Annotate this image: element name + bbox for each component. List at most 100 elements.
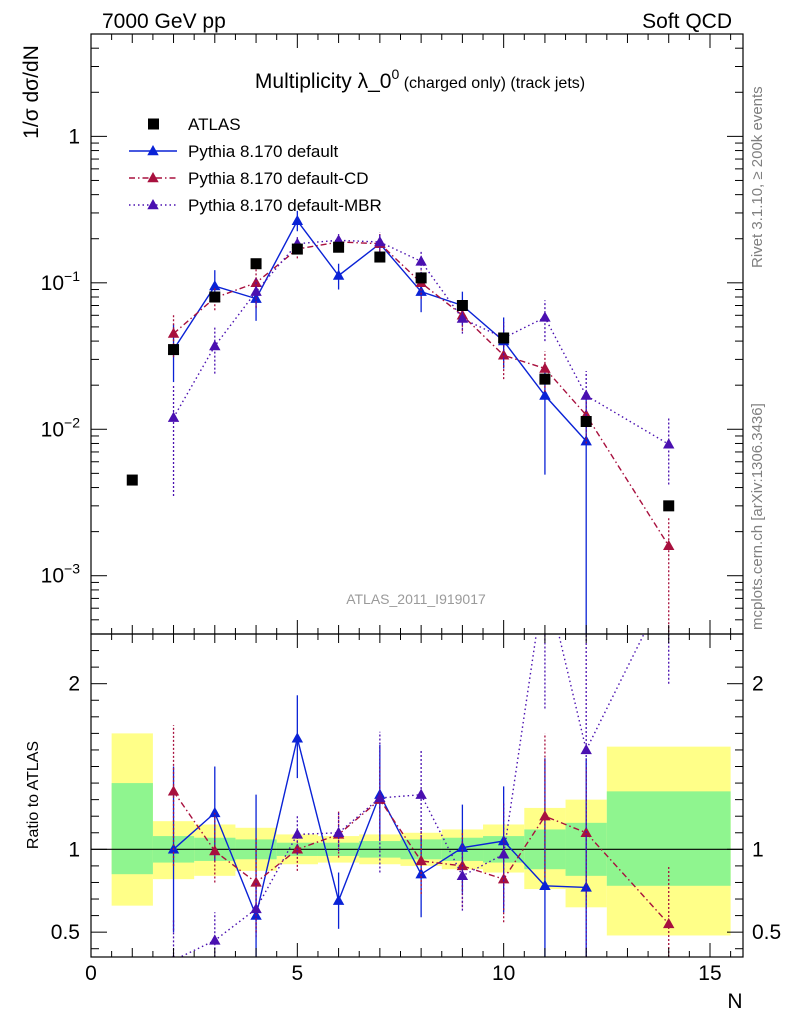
data-point-4: [291, 243, 303, 255]
series-line-cd: [173, 241, 670, 547]
data-point-8: [456, 300, 468, 312]
legend-label-mbr: Pythia 8.170 default-MBR: [188, 196, 382, 215]
marker-mbr-11: [663, 438, 675, 449]
ratio-plot-area: [91, 570, 743, 957]
ratio-marker-mbr-10: [580, 743, 592, 755]
marker-mbr-1: [209, 340, 221, 351]
marker-mbr-9: [539, 311, 551, 322]
data-point-12: [663, 500, 675, 512]
data-point-7: [415, 272, 427, 284]
ratio-marker-mbr-4: [332, 826, 345, 837]
ratio-marker-cd-6: [415, 854, 427, 866]
ratio-marker-mbr-9: [539, 570, 550, 580]
ratio-marker-mbr-8: [497, 848, 510, 859]
legend-label-default: Pythia 8.170 default: [188, 142, 339, 161]
data-point-9: [498, 332, 510, 344]
y-tick-label-2: 10−1: [41, 268, 81, 295]
marker-mbr-10: [580, 389, 592, 400]
ratio-marker-default-10: [580, 881, 592, 892]
legend-entry-mbr: Pythia 8.170 default-MBR: [129, 196, 382, 215]
distribution-panel: [90, 33, 744, 635]
ratio-marker-mbr-6: [415, 788, 427, 799]
legend-marker-mbr: [147, 199, 159, 210]
legend-entry-data: ATLAS: [148, 115, 241, 134]
ratio-marker-default-9: [539, 879, 551, 890]
marker-mbr-6: [415, 255, 427, 266]
ratio-line-cd: [172, 790, 670, 925]
data-point-6: [374, 251, 386, 263]
marker-default-10: [580, 435, 592, 446]
ratio-tick-label-right-2: 2: [752, 673, 764, 696]
marker-default-6: [415, 285, 427, 296]
marker-default-3: [291, 214, 304, 226]
legend-marker-default: [147, 145, 159, 156]
y-axis-label: 1/σ dσ/dN: [20, 45, 43, 139]
ratio-marker-mbr-3: [291, 828, 304, 839]
ratio-marker-mbr-1: [209, 934, 221, 945]
ratio-axis-label: Ratio to ATLAS: [25, 741, 42, 849]
ratio-marker-cd-1: [209, 844, 221, 856]
ratio-marker-default-3: [291, 732, 304, 743]
legend-entry-default: Pythia 8.170 default: [129, 142, 339, 161]
marker-mbr-0: [167, 411, 180, 422]
y-tick-label-3: 1: [68, 125, 80, 148]
marker-mbr-7: [456, 312, 469, 323]
axis-ticks: [90, 33, 743, 957]
data-point-5: [333, 241, 345, 253]
ratio-marker-cd-8: [497, 873, 510, 884]
ratio-marker-cd-9: [539, 810, 551, 821]
distribution-plot-area: [126, 210, 675, 634]
marker-default-4: [332, 269, 345, 280]
data-point-1: [168, 344, 180, 356]
data-point-3: [250, 258, 262, 270]
ratio-marker-default-1: [209, 806, 221, 818]
band-green-0: [111, 783, 153, 875]
mcplots-source-label: mcplots.cern.ch [arXiv:1306.3436]: [749, 403, 766, 630]
x-tick-label-2: 10: [492, 962, 515, 985]
analysis-id-watermark: ATLAS_2011_I919017: [346, 591, 486, 607]
band-green-12: [606, 791, 731, 886]
marker-cd-0: [167, 327, 180, 338]
marker-cd-11: [663, 539, 675, 551]
ratio-marker-mbr-2: [250, 902, 262, 914]
ratio-marker-cd-11: [663, 917, 675, 929]
x-tick-label-1: 5: [291, 962, 303, 985]
marker-cd-9: [539, 362, 551, 373]
marker-mbr-2: [250, 285, 262, 296]
legend-label-cd: Pythia 8.170 default-CD: [188, 169, 369, 188]
header-energy-label: 7000 GeV pp: [102, 10, 226, 33]
marker-default-9: [539, 389, 551, 400]
legend-marker-cd: [147, 172, 159, 183]
chart-title: Multiplicity λ_00 (charged only) (track …: [255, 66, 585, 93]
x-axis-label: N: [727, 990, 742, 1013]
header-category-label: Soft QCD: [642, 10, 732, 33]
ratio-marker-cd-2: [250, 876, 262, 887]
legend-label-data: ATLAS: [188, 115, 241, 134]
ratio-tick-label-right-1: 1: [752, 838, 764, 861]
data-point-2: [209, 291, 221, 303]
x-tick-label-0: 0: [85, 962, 97, 985]
data-point-10: [539, 373, 551, 385]
x-tick-label-3: 15: [698, 962, 721, 985]
ratio-panel: [90, 570, 744, 958]
ratio-tick-label-left-0: 0.5: [51, 921, 80, 944]
ratio-marker-mbr-5: [374, 791, 386, 803]
marker-default-1: [209, 280, 221, 291]
ratio-tick-label-left-1: 1: [68, 838, 80, 861]
ratio-frame: [90, 633, 744, 958]
marker-mbr-5: [374, 235, 386, 247]
ratio-marker-mbr-7: [456, 869, 469, 881]
rivet-version-label: Rivet 3.1.10, ≥ 200k events: [749, 86, 766, 268]
marker-cd-2: [250, 276, 262, 288]
y-tick-label-0: 10−3: [41, 561, 81, 588]
legend-entry-cd: Pythia 8.170 default-CD: [129, 169, 369, 188]
ratio-tick-label-right-0: 0.5: [752, 921, 781, 944]
y-tick-label-1: 10−2: [41, 414, 81, 441]
ratio-marker-cd-0: [167, 785, 180, 796]
series-line-mbr: [172, 239, 670, 445]
data-point-11: [580, 415, 592, 427]
data-point-0: [126, 474, 138, 486]
legend: ATLAS Pythia 8.170 default Pythia 8.170 de…: [129, 115, 382, 215]
ratio-marker-default-4: [332, 894, 345, 905]
